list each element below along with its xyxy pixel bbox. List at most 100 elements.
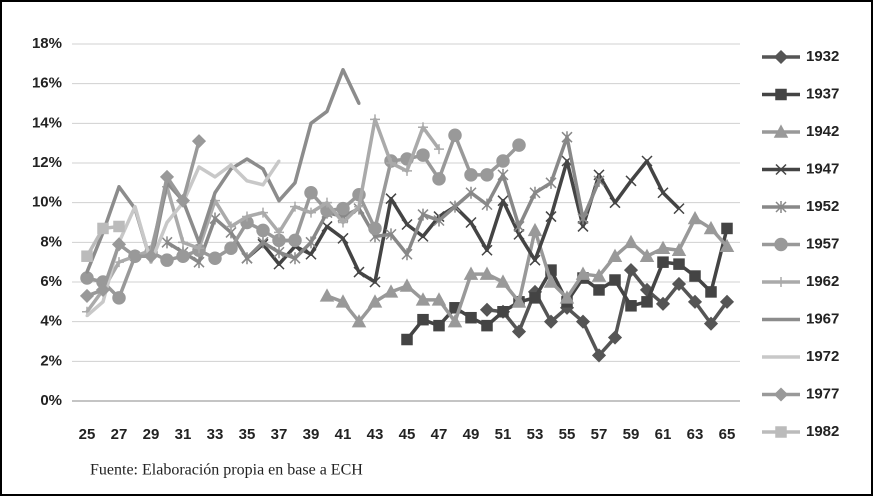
point bbox=[117, 185, 121, 189]
marker bbox=[415, 292, 431, 306]
marker bbox=[511, 294, 527, 308]
marker bbox=[497, 195, 509, 207]
x-tick-label: 59 bbox=[623, 426, 640, 443]
marker bbox=[719, 238, 735, 253]
point bbox=[85, 270, 89, 274]
marker bbox=[545, 176, 557, 189]
marker bbox=[351, 314, 367, 328]
marker bbox=[687, 294, 703, 309]
marker bbox=[687, 210, 703, 225]
marker bbox=[290, 201, 300, 212]
marker bbox=[417, 230, 429, 242]
marker bbox=[127, 249, 143, 264]
marker bbox=[479, 302, 495, 317]
marker bbox=[383, 284, 399, 298]
marker bbox=[161, 236, 173, 249]
marker bbox=[208, 251, 222, 265]
legend-label: 1972 bbox=[806, 348, 839, 365]
marker bbox=[607, 330, 623, 345]
y-tick-label: 2% bbox=[40, 352, 62, 369]
legend-label: 1942 bbox=[806, 123, 839, 140]
marker bbox=[258, 207, 268, 218]
marker bbox=[367, 294, 383, 308]
marker bbox=[273, 246, 285, 259]
marker bbox=[447, 314, 463, 328]
y-tick-label: 0% bbox=[40, 392, 62, 409]
point bbox=[277, 199, 281, 203]
legend-marker bbox=[776, 277, 786, 287]
marker bbox=[143, 249, 159, 264]
x-tick-label: 43 bbox=[367, 426, 384, 443]
legend-item: 1972 bbox=[762, 348, 839, 365]
legend-item: 1952 bbox=[762, 198, 839, 215]
x-tick-label: 35 bbox=[239, 426, 256, 443]
marker bbox=[385, 228, 397, 241]
marker bbox=[639, 248, 655, 262]
marker bbox=[479, 266, 495, 280]
marker bbox=[703, 316, 719, 331]
marker bbox=[625, 300, 637, 312]
marker bbox=[369, 276, 381, 288]
point bbox=[101, 300, 105, 304]
series bbox=[241, 155, 685, 288]
marker bbox=[465, 311, 477, 324]
legend-marker bbox=[775, 426, 787, 438]
marker bbox=[288, 233, 302, 248]
marker bbox=[274, 227, 284, 238]
marker bbox=[159, 169, 175, 184]
marker bbox=[194, 243, 204, 254]
marker bbox=[416, 148, 430, 162]
marker bbox=[577, 220, 589, 232]
marker bbox=[481, 198, 493, 211]
y-tick-label: 10% bbox=[32, 194, 62, 211]
marker bbox=[370, 114, 380, 125]
marker bbox=[112, 291, 126, 305]
legend-label: 1957 bbox=[806, 235, 839, 252]
marker bbox=[513, 220, 525, 233]
legend-label: 1947 bbox=[806, 160, 839, 177]
y-tick-label: 6% bbox=[40, 273, 62, 290]
marker bbox=[575, 266, 591, 280]
marker bbox=[175, 193, 191, 208]
marker bbox=[273, 258, 285, 270]
legend-label: 1962 bbox=[806, 273, 839, 290]
point bbox=[213, 191, 217, 195]
x-tick-label: 63 bbox=[687, 426, 704, 443]
marker bbox=[641, 296, 653, 308]
marker bbox=[448, 128, 462, 142]
marker bbox=[689, 270, 701, 282]
marker bbox=[191, 134, 207, 149]
point bbox=[133, 205, 137, 209]
series bbox=[319, 210, 735, 328]
marker bbox=[496, 154, 510, 168]
legend-label: 1967 bbox=[806, 310, 839, 327]
marker bbox=[703, 220, 719, 235]
y-tick-label: 12% bbox=[32, 154, 62, 171]
marker bbox=[543, 274, 559, 288]
series bbox=[81, 220, 125, 262]
marker bbox=[304, 186, 318, 200]
marker bbox=[545, 211, 557, 223]
point bbox=[325, 109, 329, 113]
marker bbox=[721, 222, 733, 235]
marker bbox=[385, 193, 397, 205]
marker bbox=[449, 200, 461, 213]
x-tick-label: 61 bbox=[655, 426, 672, 443]
marker bbox=[463, 266, 479, 280]
marker bbox=[577, 212, 589, 225]
point bbox=[261, 183, 265, 187]
legend-marker bbox=[775, 88, 787, 101]
marker bbox=[338, 217, 348, 228]
marker bbox=[305, 248, 317, 260]
series-line bbox=[86, 133, 521, 300]
legend-label: 1932 bbox=[806, 48, 839, 65]
marker bbox=[113, 220, 125, 233]
series bbox=[79, 134, 207, 303]
legend-marker bbox=[775, 201, 787, 213]
legend-item: 1977 bbox=[762, 385, 839, 402]
marker bbox=[655, 240, 671, 255]
x-tick-label: 39 bbox=[303, 426, 320, 443]
x-tick-label: 29 bbox=[143, 426, 160, 443]
x-tick-label: 41 bbox=[335, 426, 352, 443]
marker bbox=[418, 122, 428, 133]
